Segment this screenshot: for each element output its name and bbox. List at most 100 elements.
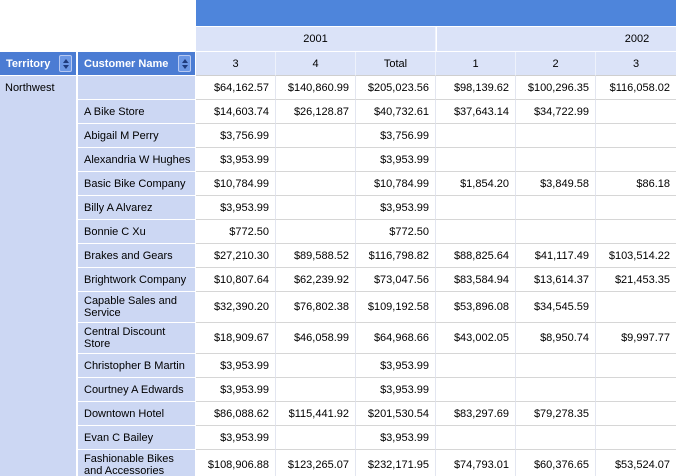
table-row: Alexandria W Hughes $3,953.99 $3,953.99 bbox=[78, 148, 676, 172]
sort-toggle-icon[interactable] bbox=[59, 55, 72, 72]
value-cell: $3,953.99 bbox=[356, 426, 436, 450]
value-cell: $98,139.62 bbox=[436, 76, 516, 100]
value-cell: $74,793.01 bbox=[436, 450, 516, 476]
year-group-2002: 2002 bbox=[437, 27, 676, 51]
customer-name-cell: Brakes and Gears bbox=[78, 244, 196, 268]
value-cell: $53,896.08 bbox=[436, 292, 516, 323]
value-cell bbox=[276, 172, 356, 196]
value-cell: $88,825.64 bbox=[436, 244, 516, 268]
value-cell: $232,171.95 bbox=[356, 450, 436, 476]
value-cell: $3,756.99 bbox=[356, 124, 436, 148]
value-cell bbox=[436, 220, 516, 244]
value-cell: $86,088.62 bbox=[196, 402, 276, 426]
value-cell bbox=[276, 378, 356, 402]
value-cell: $3,953.99 bbox=[196, 354, 276, 378]
table-row: Christopher B Martin $3,953.99 $3,953.99 bbox=[78, 354, 676, 378]
value-cell: $13,614.37 bbox=[516, 268, 596, 292]
table-row: Downtown Hotel $86,088.62 $115,441.92 $2… bbox=[78, 402, 676, 426]
value-cell: $1,854.20 bbox=[436, 172, 516, 196]
value-cell bbox=[516, 220, 596, 244]
table-row: Fashionable Bikes and Accessories $108,9… bbox=[78, 450, 676, 476]
sort-down-arrow-icon bbox=[62, 64, 69, 69]
value-cell: $34,545.59 bbox=[516, 292, 596, 323]
table-body: $64,162.57 $140,860.99 $205,023.56 $98,1… bbox=[78, 76, 676, 476]
value-cell bbox=[596, 402, 676, 426]
value-cell bbox=[276, 196, 356, 220]
value-cell bbox=[276, 220, 356, 244]
value-cell: $40,732.61 bbox=[356, 100, 436, 124]
value-cell bbox=[436, 378, 516, 402]
value-cell bbox=[436, 196, 516, 220]
value-cell: $140,860.99 bbox=[276, 76, 356, 100]
value-cell: $103,514.22 bbox=[596, 244, 676, 268]
value-cell: $205,023.56 bbox=[356, 76, 436, 100]
customer-name-cell bbox=[78, 76, 196, 100]
value-cell: $116,058.02 bbox=[596, 76, 676, 100]
value-cell: $10,784.99 bbox=[196, 172, 276, 196]
table-row: Capable Sales and Service $32,390.20 $76… bbox=[78, 292, 676, 323]
territory-header-label: Territory bbox=[6, 57, 51, 70]
value-cell bbox=[596, 220, 676, 244]
customer-name-cell: Alexandria W Hughes bbox=[78, 148, 196, 172]
customer-name-cell: Billy A Alvarez bbox=[78, 196, 196, 220]
column-header-2001-3: 3 bbox=[196, 52, 276, 76]
value-cell bbox=[276, 124, 356, 148]
value-cell: $53,524.07 bbox=[596, 450, 676, 476]
value-cell: $34,722.99 bbox=[516, 100, 596, 124]
table-row: Bonnie C Xu $772.50 $772.50 bbox=[78, 220, 676, 244]
sort-toggle-icon[interactable] bbox=[178, 55, 191, 72]
value-cell: $108,906.88 bbox=[196, 450, 276, 476]
customer-column-header: Customer Name bbox=[78, 52, 195, 75]
value-cell bbox=[596, 426, 676, 450]
value-cell: $8,950.74 bbox=[516, 323, 596, 354]
value-cell bbox=[276, 426, 356, 450]
value-cell: $21,453.35 bbox=[596, 268, 676, 292]
table-row: Billy A Alvarez $3,953.99 $3,953.99 bbox=[78, 196, 676, 220]
value-cell: $772.50 bbox=[196, 220, 276, 244]
value-cell: $27,210.30 bbox=[196, 244, 276, 268]
table-row: $64,162.57 $140,860.99 $205,023.56 $98,1… bbox=[78, 76, 676, 100]
table-row: Brakes and Gears $27,210.30 $89,588.52 $… bbox=[78, 244, 676, 268]
value-cell bbox=[596, 354, 676, 378]
column-header-2002-3: 3 bbox=[596, 52, 676, 76]
value-cell: $772.50 bbox=[356, 220, 436, 244]
year-group-2001: 2001 bbox=[196, 27, 436, 51]
year-label: 2002 bbox=[624, 33, 650, 45]
value-cell bbox=[516, 196, 596, 220]
value-cell: $3,953.99 bbox=[196, 426, 276, 450]
value-cell bbox=[436, 148, 516, 172]
value-cell: $100,296.35 bbox=[516, 76, 596, 100]
value-cell: $3,953.99 bbox=[356, 148, 436, 172]
value-cell bbox=[516, 378, 596, 402]
value-cell bbox=[596, 196, 676, 220]
value-cell: $9,997.77 bbox=[596, 323, 676, 354]
customer-name-cell: Abigail M Perry bbox=[78, 124, 196, 148]
value-cell bbox=[596, 148, 676, 172]
value-cell bbox=[276, 148, 356, 172]
value-cell: $43,002.05 bbox=[436, 323, 516, 354]
value-cell: $10,807.64 bbox=[196, 268, 276, 292]
sort-up-arrow-icon bbox=[62, 58, 69, 63]
value-cell: $3,953.99 bbox=[196, 378, 276, 402]
customer-name-cell: Central Discount Store bbox=[78, 323, 196, 354]
value-cell: $37,643.14 bbox=[436, 100, 516, 124]
customer-name-cell: Courtney A Edwards bbox=[78, 378, 196, 402]
value-cell: $62,239.92 bbox=[276, 268, 356, 292]
sort-down-arrow-icon bbox=[181, 64, 188, 69]
territory-column-header: Territory bbox=[0, 52, 76, 75]
table-row: Brightwork Company $10,807.64 $62,239.92… bbox=[78, 268, 676, 292]
value-cell: $73,047.56 bbox=[356, 268, 436, 292]
year-label: 2001 bbox=[303, 33, 328, 45]
value-cell: $64,162.57 bbox=[196, 76, 276, 100]
value-cell: $123,265.07 bbox=[276, 450, 356, 476]
value-cell: $64,968.66 bbox=[356, 323, 436, 354]
value-cell bbox=[516, 124, 596, 148]
customer-name-cell: Evan C Bailey bbox=[78, 426, 196, 450]
table-row: Abigail M Perry $3,756.99 $3,756.99 bbox=[78, 124, 676, 148]
value-cell: $3,953.99 bbox=[356, 196, 436, 220]
territory-group-cell: Northwest bbox=[0, 76, 76, 476]
customer-name-cell: Bonnie C Xu bbox=[78, 220, 196, 244]
value-cell: $18,909.67 bbox=[196, 323, 276, 354]
column-header-2001-total: Total bbox=[356, 52, 436, 76]
